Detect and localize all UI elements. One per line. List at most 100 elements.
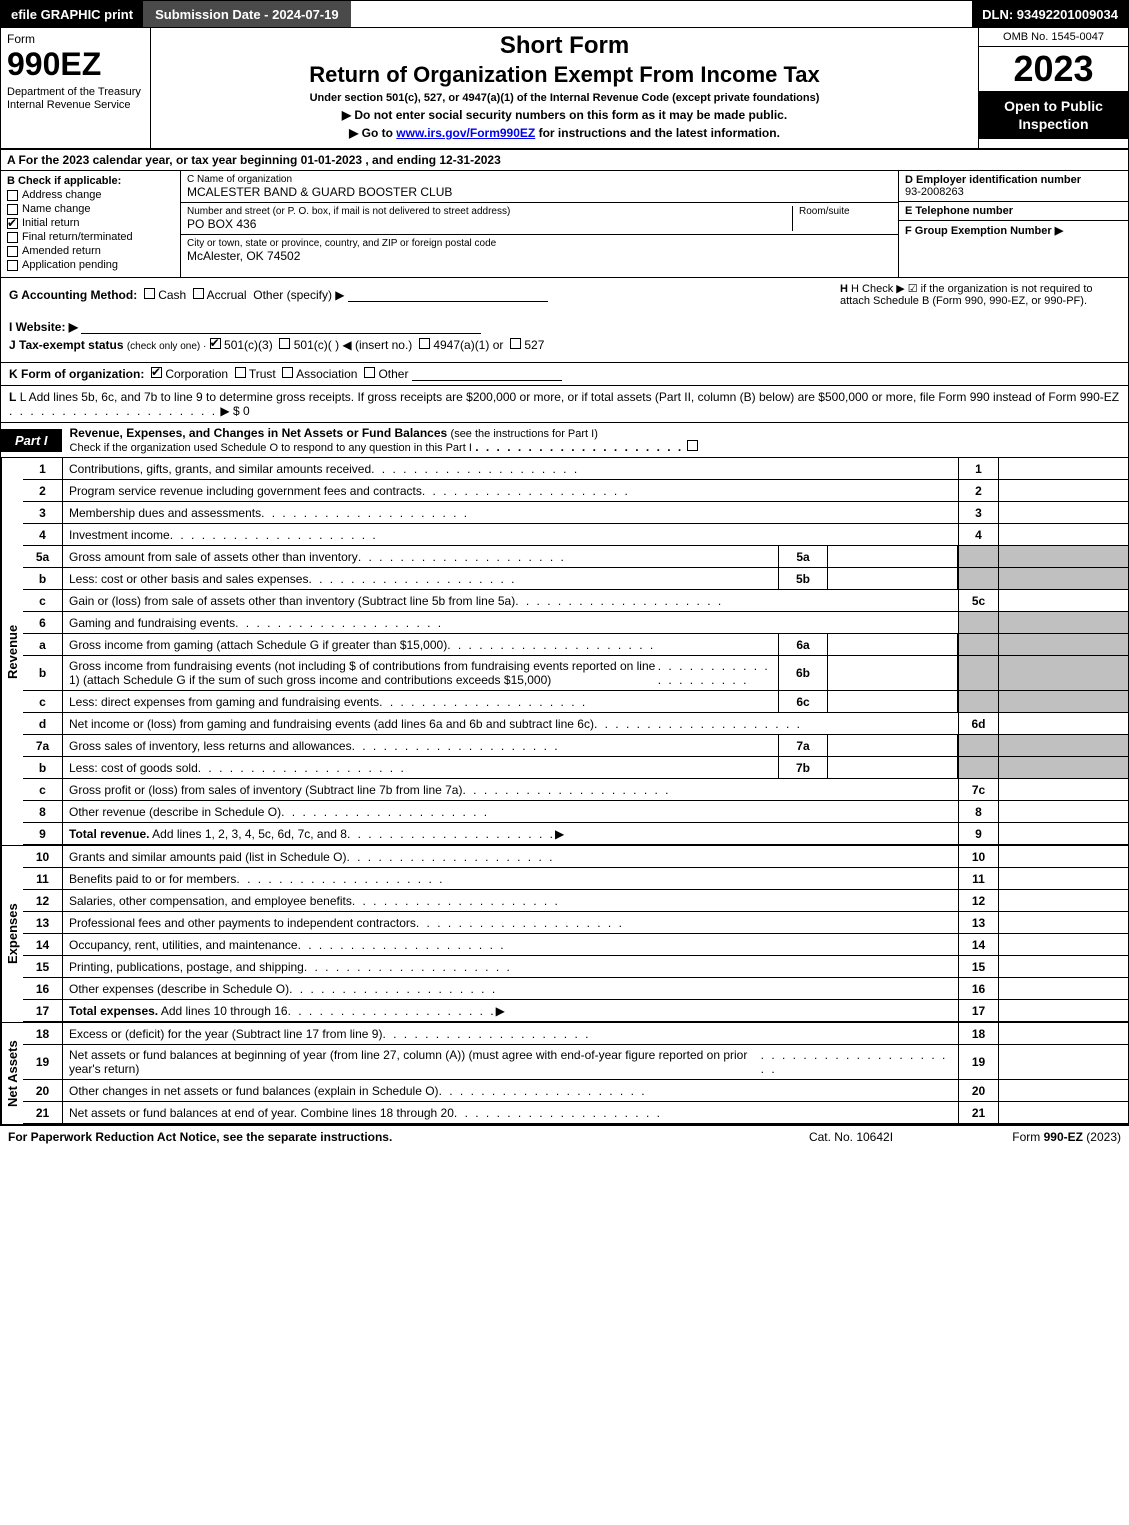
right-value-cell[interactable]: [998, 978, 1128, 999]
table-row: 7aGross sales of inventory, less returns…: [23, 735, 1128, 757]
mid-value-cell[interactable]: [828, 656, 958, 690]
g-label: G Accounting Method:: [9, 288, 137, 302]
table-row: 17Total expenses. Add lines 10 through 1…: [23, 1000, 1128, 1022]
chk-application-pending[interactable]: Application pending: [7, 259, 174, 271]
section-k: K Form of organization: Corporation Trus…: [0, 363, 1129, 386]
shaded-cell: [998, 568, 1128, 589]
chk-cash[interactable]: [144, 288, 155, 299]
right-value-cell[interactable]: [998, 1045, 1128, 1079]
chk-schedule-o[interactable]: [687, 440, 698, 451]
line-description: Less: cost of goods sold: [63, 757, 778, 778]
k-assoc: Association: [296, 367, 357, 381]
mid-value-cell[interactable]: [828, 691, 958, 712]
mid-value-cell[interactable]: [828, 634, 958, 655]
dots: [454, 1106, 662, 1120]
right-value-cell[interactable]: [998, 1023, 1128, 1044]
mid-line-number: 6a: [778, 634, 828, 655]
right-value-cell[interactable]: [998, 934, 1128, 955]
right-value-cell[interactable]: [998, 590, 1128, 611]
line-number: 21: [23, 1102, 63, 1123]
shaded-cell: [998, 612, 1128, 633]
line-number: b: [23, 757, 63, 778]
right-line-number: 11: [958, 868, 998, 889]
right-line-number: 6d: [958, 713, 998, 734]
right-value-cell[interactable]: [998, 956, 1128, 977]
mid-value-cell[interactable]: [828, 735, 958, 756]
line-number: 19: [23, 1045, 63, 1079]
shaded-cell: [958, 546, 998, 567]
mid-value-cell[interactable]: [828, 546, 958, 567]
section-i: I Website: ▶: [9, 320, 1120, 334]
instruction-2: ▶ Go to www.irs.gov/Form990EZ for instru…: [159, 126, 970, 140]
line-number: 13: [23, 912, 63, 933]
right-value-cell[interactable]: [998, 713, 1128, 734]
table-row: 11Benefits paid to or for members11: [23, 868, 1128, 890]
chk-accrual[interactable]: [193, 288, 204, 299]
chk-corporation[interactable]: [151, 367, 162, 378]
right-value-cell[interactable]: [998, 846, 1128, 867]
line-description: Gross amount from sale of assets other t…: [63, 546, 778, 567]
line-description: Grants and similar amounts paid (list in…: [63, 846, 958, 867]
website-field[interactable]: [81, 320, 481, 334]
right-value-cell[interactable]: [998, 1080, 1128, 1101]
chk-4947[interactable]: [419, 338, 430, 349]
right-value-cell[interactable]: [998, 524, 1128, 545]
chk-association[interactable]: [282, 367, 293, 378]
shaded-cell: [998, 735, 1128, 756]
shaded-cell: [998, 546, 1128, 567]
right-value-cell[interactable]: [998, 801, 1128, 822]
line-number: 17: [23, 1000, 63, 1021]
chk-other-org[interactable]: [364, 367, 375, 378]
chk-501c[interactable]: [279, 338, 290, 349]
section-ghij: H H Check ▶ ☑ if the organization is not…: [0, 278, 1129, 363]
other-specify-field[interactable]: [348, 288, 548, 302]
right-value-cell[interactable]: [998, 823, 1128, 844]
k-other-field[interactable]: [412, 367, 562, 381]
right-value-cell[interactable]: [998, 458, 1128, 479]
table-row: cGain or (loss) from sale of assets othe…: [23, 590, 1128, 612]
table-row: bLess: cost of goods sold7b: [23, 757, 1128, 779]
right-value-cell[interactable]: [998, 779, 1128, 800]
org-city-label: City or town, state or province, country…: [187, 238, 892, 249]
line-description: Net assets or fund balances at end of ye…: [63, 1102, 958, 1123]
chk-527[interactable]: [510, 338, 521, 349]
right-value-cell[interactable]: [998, 912, 1128, 933]
expenses-table: Expenses 10Grants and similar amounts pa…: [0, 845, 1129, 1022]
dots: [358, 550, 566, 564]
efile-print-button[interactable]: efile GRAPHIC print: [1, 1, 143, 27]
mid-line-number: 7b: [778, 757, 828, 778]
chk-final-return[interactable]: Final return/terminated: [7, 231, 174, 243]
j-opt3: 4947(a)(1) or: [433, 338, 503, 352]
right-value-cell[interactable]: [998, 1000, 1128, 1021]
chk-501c3[interactable]: [210, 338, 221, 349]
mid-value-cell[interactable]: [828, 568, 958, 589]
chk-name-change[interactable]: Name change: [7, 203, 174, 215]
right-line-number: 18: [958, 1023, 998, 1044]
chk-amended-return[interactable]: Amended return: [7, 245, 174, 257]
shaded-cell: [998, 757, 1128, 778]
netassets-vlabel: Net Assets: [1, 1023, 23, 1124]
chk-trust[interactable]: [235, 367, 246, 378]
right-value-cell[interactable]: [998, 1102, 1128, 1123]
dots: [261, 506, 469, 520]
irs-link[interactable]: www.irs.gov/Form990EZ: [396, 126, 535, 140]
table-row: 15Printing, publications, postage, and s…: [23, 956, 1128, 978]
arrow-icon: ▶: [555, 827, 564, 841]
right-value-cell[interactable]: [998, 480, 1128, 501]
line-number: 18: [23, 1023, 63, 1044]
shaded-cell: [958, 634, 998, 655]
table-row: 3Membership dues and assessments3: [23, 502, 1128, 524]
form-header: Form 990EZ Department of the Treasury In…: [0, 28, 1129, 150]
k-trust: Trust: [249, 367, 276, 381]
line-description: Net income or (loss) from gaming and fun…: [63, 713, 958, 734]
chk-initial-return[interactable]: Initial return: [7, 217, 174, 229]
form-header-center: Short Form Return of Organization Exempt…: [151, 28, 978, 148]
revenue-table: Revenue 1Contributions, gifts, grants, a…: [0, 458, 1129, 845]
right-value-cell[interactable]: [998, 868, 1128, 889]
right-value-cell[interactable]: [998, 502, 1128, 523]
right-value-cell[interactable]: [998, 890, 1128, 911]
mid-value-cell[interactable]: [828, 757, 958, 778]
dots: [371, 462, 579, 476]
line-description: Other changes in net assets or fund bala…: [63, 1080, 958, 1101]
chk-address-change[interactable]: Address change: [7, 189, 174, 201]
